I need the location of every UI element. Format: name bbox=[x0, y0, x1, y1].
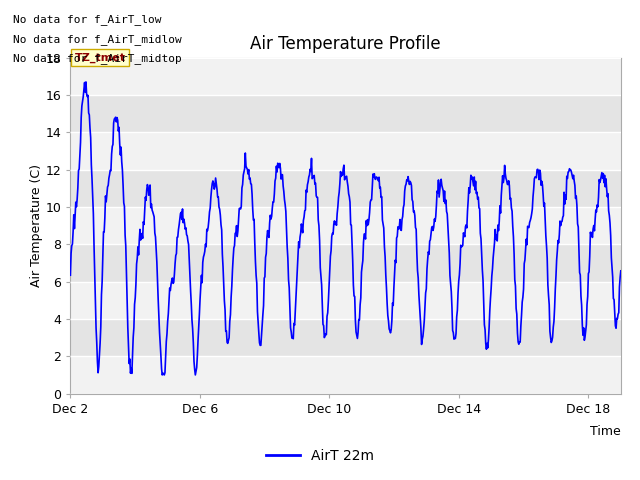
Legend: AirT 22m: AirT 22m bbox=[260, 443, 380, 468]
Y-axis label: Air Temperature (C): Air Temperature (C) bbox=[29, 164, 43, 287]
Bar bbox=[70, 169, 621, 207]
Bar bbox=[70, 319, 621, 356]
Text: No data for f_AirT_midlow: No data for f_AirT_midlow bbox=[13, 34, 182, 45]
Bar bbox=[70, 356, 621, 394]
Bar bbox=[70, 58, 621, 95]
Bar bbox=[70, 95, 621, 132]
Title: Air Temperature Profile: Air Temperature Profile bbox=[250, 35, 441, 53]
Text: TZ_tmet: TZ_tmet bbox=[75, 52, 125, 63]
Bar bbox=[70, 132, 621, 169]
Bar bbox=[70, 282, 621, 319]
Text: No data for f_AirT_low: No data for f_AirT_low bbox=[13, 14, 161, 25]
Bar bbox=[70, 244, 621, 282]
Text: No data for f_AirT_midtop: No data for f_AirT_midtop bbox=[13, 53, 182, 64]
Text: Time: Time bbox=[590, 425, 621, 438]
Bar bbox=[70, 207, 621, 244]
